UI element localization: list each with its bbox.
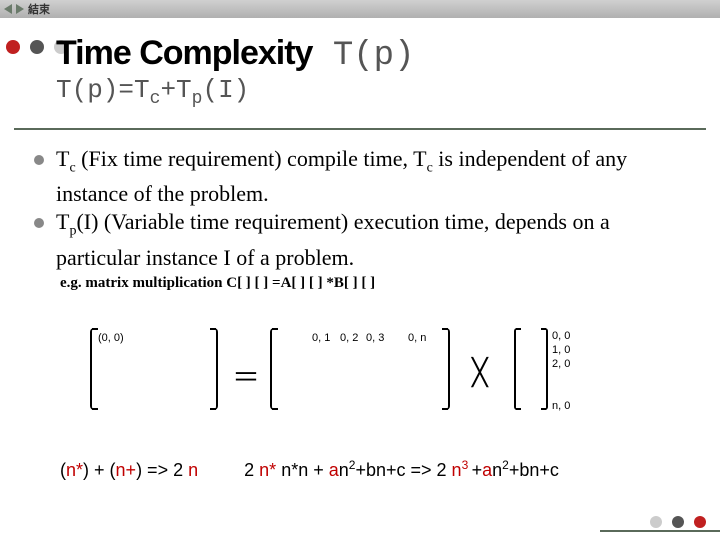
bullet-2: Tp(I) (Variable time requirement) execut… (34, 209, 694, 270)
formula-row: (n*) + (n+) => 2 n 2 n* n*n + an2+bn+c =… (60, 458, 700, 481)
corner-dot-1 (650, 516, 662, 528)
title-block: Time Complexity T(p) T(p)=Tc+Tp(I) (56, 34, 414, 109)
matrix-c: (0, 0) (90, 328, 218, 410)
times-sign: ╳ (472, 358, 488, 388)
window-topbar: 結束 (0, 0, 720, 18)
body-area: Tc (Fix time requirement) compile time, … (34, 146, 694, 292)
bullet-1: Tc (Fix time requirement) compile time, … (34, 146, 694, 207)
matrix-diagram: (0, 0) ＝ 0, 1 0, 2 0, 3 0, n ╳ 0, 0 1, 0… (90, 328, 650, 438)
slide: Time Complexity T(p) T(p)=Tc+Tp(I) Tc (F… (0, 18, 720, 540)
accent-dot-2 (30, 40, 44, 54)
subtitle: T(p)=Tc+Tp(I) (56, 75, 414, 109)
matrix-a-label-1: 0, 1 (312, 332, 330, 344)
matrix-b-label-2: 1, 0 (552, 344, 570, 356)
bullet-1-text: Tc (Fix time requirement) compile time, … (56, 146, 694, 207)
corner-dot-2 (672, 516, 684, 528)
end-button[interactable]: 結束 (28, 1, 50, 17)
matrix-b-label-1: 0, 0 (552, 330, 570, 342)
matrix-c-label: (0, 0) (98, 332, 124, 344)
matrix-b (514, 328, 548, 410)
formula-left: (n*) + (n+) => 2 n (60, 460, 198, 480)
equals-sign: ＝ (232, 356, 260, 396)
matrix-b-label-3: 2, 0 (552, 358, 570, 370)
formula-right: 2 n* n*n + an2+bn+c => 2 n3 +an2+bn+c (244, 460, 559, 480)
bullet-icon (34, 218, 44, 228)
corner-decoration (580, 510, 720, 540)
bullet-2-text: Tp(I) (Variable time requirement) execut… (56, 209, 694, 270)
accent-dot-1 (6, 40, 20, 54)
next-arrow-icon[interactable] (16, 4, 24, 14)
matrix-a-label-2: 0, 2 (340, 332, 358, 344)
matrix-b-label-n: n, 0 (552, 400, 570, 412)
example-text: e.g. matrix multiplication C[ ] [ ] =A[ … (60, 275, 694, 292)
prev-arrow-icon[interactable] (4, 4, 12, 14)
title-mono: T(p) (312, 37, 414, 75)
matrix-a-label-n: 0, n (408, 332, 426, 344)
matrix-a: 0, 1 0, 2 0, 3 0, n (270, 328, 450, 410)
title-bold: Time Complexity (56, 34, 312, 72)
corner-dot-3 (694, 516, 706, 528)
title-underline (14, 128, 706, 130)
bullet-icon (34, 155, 44, 165)
matrix-a-label-3: 0, 3 (366, 332, 384, 344)
